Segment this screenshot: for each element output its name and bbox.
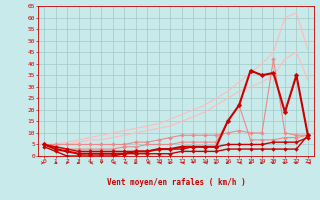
X-axis label: Vent moyen/en rafales ( km/h ): Vent moyen/en rafales ( km/h ) xyxy=(107,178,245,187)
